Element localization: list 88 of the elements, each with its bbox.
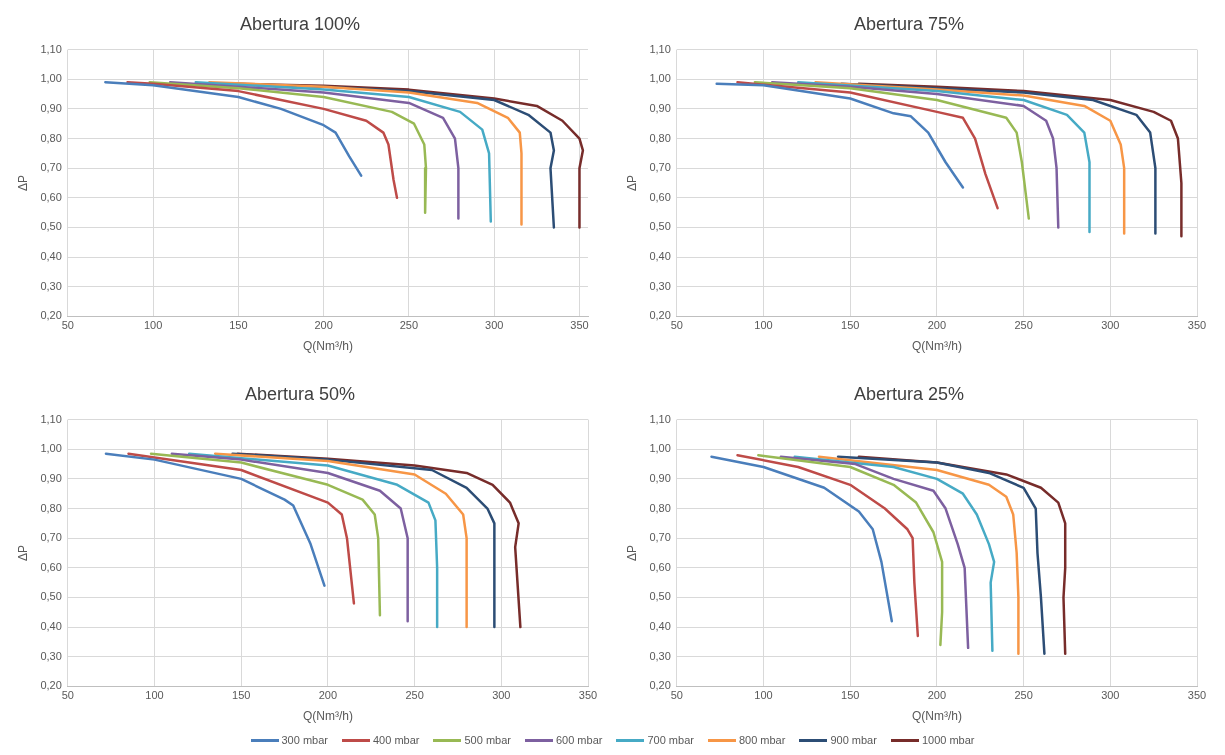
y-tick-label: 1,10 <box>649 42 671 55</box>
y-tick-label: 0,50 <box>40 590 62 603</box>
legend-label: 1000 mbar <box>921 734 975 746</box>
y-tick-label: 0,80 <box>649 501 671 514</box>
y-tick-label: 1,00 <box>649 72 671 85</box>
y-tick-label: 0,60 <box>649 560 671 573</box>
y-tick-label: 0,60 <box>40 560 62 573</box>
x-tick-label: 350 <box>570 319 589 332</box>
x-axis-title: Q(Nm³/h) <box>911 709 962 724</box>
y-tick-label: 0,30 <box>40 279 62 292</box>
y-tick-label: 0,20 <box>40 679 62 692</box>
legend-label: 300 mbar <box>281 734 328 746</box>
y-tick-label: 0,50 <box>649 590 671 603</box>
y-tick-label: 1,00 <box>40 72 62 85</box>
y-tick-label: 0,30 <box>649 279 671 292</box>
y-tick-label: 0,90 <box>649 471 671 484</box>
y-tick-label: 0,90 <box>40 101 62 114</box>
x-tick-label: 300 <box>1101 319 1120 332</box>
x-tick-label: 100 <box>143 319 163 332</box>
y-tick-label: 0,20 <box>649 679 671 692</box>
y-tick-label: 1,10 <box>40 412 62 425</box>
y-tick-label: 0,40 <box>649 620 671 633</box>
y-tick-label: 0,80 <box>40 501 62 514</box>
x-tick-label: 150 <box>232 689 251 702</box>
y-tick-label: 0,30 <box>40 649 62 662</box>
x-tick-label: 150 <box>841 689 860 702</box>
y-tick-label: 1,00 <box>40 442 62 455</box>
y-tick-label: 0,50 <box>649 220 671 233</box>
legend-label: 900 mbar <box>830 734 877 746</box>
y-tick-label: 0,70 <box>40 161 62 174</box>
y-tick-label: 0,80 <box>649 131 671 144</box>
y-tick-label: 0,20 <box>40 309 62 322</box>
y-tick-label: 0,20 <box>649 309 671 322</box>
y-tick-label: 0,50 <box>40 220 62 233</box>
x-tick-label: 250 <box>1014 319 1033 332</box>
x-tick-label: 250 <box>399 319 419 332</box>
y-tick-label: 0,70 <box>649 531 671 544</box>
x-tick-label: 200 <box>927 689 947 702</box>
chart-title: Abertura 75% <box>853 13 965 34</box>
y-tick-label: 0,60 <box>649 190 671 203</box>
y-axis-title: ΔP <box>624 544 639 562</box>
y-tick-label: 0,80 <box>40 131 62 144</box>
y-tick-label: 0,40 <box>40 620 62 633</box>
x-tick-label: 50 <box>61 319 74 332</box>
y-tick-label: 0,70 <box>40 531 62 544</box>
legend-label: 400 mbar <box>372 734 420 746</box>
x-tick-label: 350 <box>1187 319 1207 332</box>
y-tick-label: 1,10 <box>649 412 671 425</box>
x-axis-title: Q(Nm³/h) <box>302 709 353 724</box>
y-axis-title: ΔP <box>15 174 30 192</box>
chart-title: Abertura 100% <box>239 13 361 34</box>
x-tick-label: 200 <box>318 689 338 702</box>
x-tick-label: 100 <box>145 689 164 702</box>
chart-title: Abertura 25% <box>853 383 965 404</box>
x-tick-label: 300 <box>485 319 504 332</box>
chart-title: Abertura 50% <box>244 383 356 404</box>
y-tick-label: 0,90 <box>40 471 62 484</box>
x-tick-label: 300 <box>492 689 511 702</box>
x-tick-label: 200 <box>314 319 333 332</box>
x-tick-label: 50 <box>61 689 74 702</box>
x-tick-label: 250 <box>1014 689 1033 702</box>
x-tick-label: 350 <box>578 689 598 702</box>
x-tick-label: 150 <box>229 319 248 332</box>
y-axis-title: ΔP <box>624 174 639 192</box>
legend-label: 700 mbar <box>647 734 694 746</box>
x-tick-label: 200 <box>927 319 947 332</box>
y-tick-label: 1,10 <box>40 42 62 55</box>
y-tick-label: 0,90 <box>649 101 671 114</box>
y-axis-title: ΔP <box>15 544 30 562</box>
y-tick-label: 0,40 <box>649 250 671 263</box>
legend-label: 800 mbar <box>738 734 786 746</box>
x-axis-title: Q(Nm³/h) <box>302 339 353 354</box>
legend-label: 500 mbar <box>464 734 511 746</box>
legend-label: 600 mbar <box>555 734 603 746</box>
x-tick-label: 150 <box>841 319 860 332</box>
y-tick-label: 1,00 <box>649 442 671 455</box>
x-tick-label: 100 <box>754 689 773 702</box>
x-tick-label: 50 <box>670 319 683 332</box>
y-tick-label: 0,30 <box>649 649 671 662</box>
y-tick-label: 0,40 <box>40 250 62 263</box>
x-tick-label: 50 <box>670 689 683 702</box>
x-tick-label: 100 <box>754 319 773 332</box>
x-tick-label: 300 <box>1101 689 1120 702</box>
x-axis-title: Q(Nm³/h) <box>911 339 962 354</box>
y-tick-label: 0,60 <box>40 190 62 203</box>
x-tick-label: 350 <box>1187 689 1207 702</box>
y-tick-label: 0,70 <box>649 161 671 174</box>
x-tick-label: 250 <box>405 689 424 702</box>
